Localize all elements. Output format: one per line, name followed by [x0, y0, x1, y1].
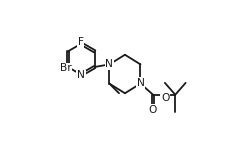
Text: N: N: [106, 59, 113, 69]
Text: O: O: [149, 105, 157, 115]
Text: F: F: [78, 37, 84, 48]
Text: Br: Br: [60, 63, 72, 73]
Text: N: N: [137, 78, 144, 88]
Text: O: O: [161, 93, 169, 103]
Text: N: N: [77, 70, 85, 81]
